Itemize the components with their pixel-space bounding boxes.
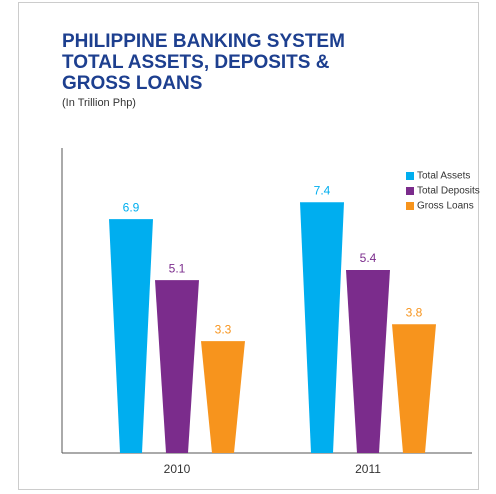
bar (300, 202, 344, 453)
legend-label: Gross Loans (417, 201, 474, 212)
chart-title: PHILIPPINE BANKING SYSTEM (62, 31, 345, 52)
value-label: 7.4 (314, 183, 331, 197)
chart-title: GROSS LOANS (62, 73, 202, 94)
bar (346, 270, 390, 453)
legend-label: Total Assets (417, 171, 470, 182)
legend-swatch (406, 172, 414, 180)
x-tick-label: 2010 (164, 462, 191, 476)
value-label: 6.9 (123, 200, 140, 214)
legend-swatch (406, 202, 414, 210)
chart-subtitle: (In Trillion Php) (62, 97, 136, 109)
value-label: 5.1 (169, 261, 186, 275)
legend-label: Total Deposits (417, 186, 480, 197)
bar (201, 341, 245, 453)
bar (392, 324, 436, 453)
legend-swatch (406, 187, 414, 195)
value-label: 5.4 (360, 251, 377, 265)
x-tick-label: 2011 (355, 462, 381, 476)
value-label: 3.3 (215, 322, 232, 336)
chart-title: TOTAL ASSETS, DEPOSITS & (62, 52, 330, 73)
frame (18, 2, 479, 490)
bar (109, 219, 153, 453)
bar (155, 280, 199, 453)
value-label: 3.8 (406, 305, 423, 319)
